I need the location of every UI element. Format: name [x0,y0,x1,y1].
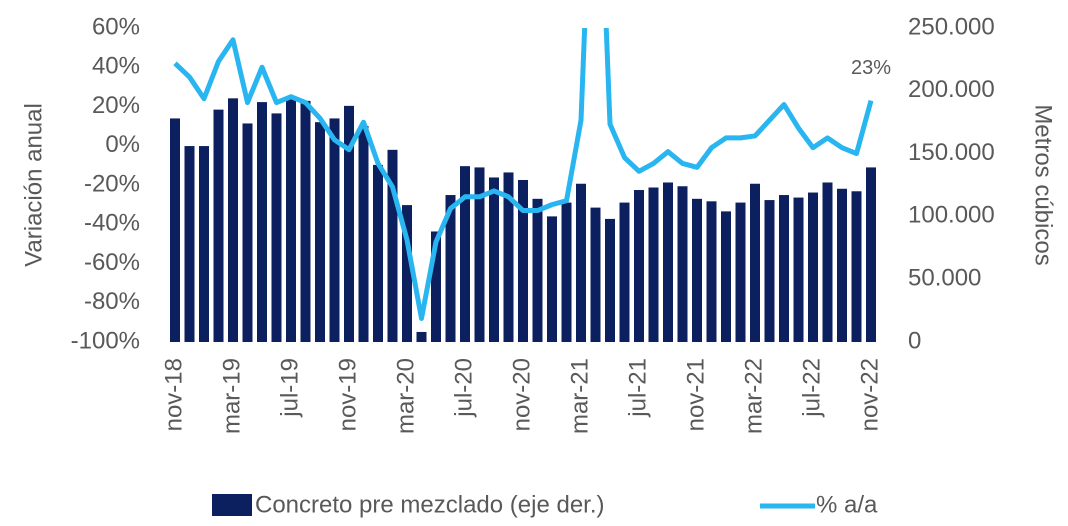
legend-label: Concreto pre mezclado (eje der.) [255,491,605,518]
y-axis-title: Variación anual [20,103,47,267]
bar [648,187,659,342]
bar [257,102,267,342]
x-tick-label: nov-21 [682,358,709,431]
bar [677,186,688,342]
bar [605,218,615,342]
bar [184,146,195,342]
x-tick-label: jul-21 [624,358,651,418]
y-tick-label: 40% [92,53,140,80]
legend-swatch [212,494,252,516]
y-tick-label: -80% [84,288,140,315]
bar [242,123,253,343]
y2-tick-label: 50.000 [908,265,981,292]
x-tick-label: mar-20 [392,358,419,434]
bar [576,183,586,342]
bar [706,201,717,342]
bar [663,182,673,342]
bar [837,188,847,342]
bar [692,198,702,342]
x-tick-label: jul-19 [276,358,303,418]
x-tick-label: jul-20 [450,358,477,418]
x-tick-label: jul-22 [798,358,825,418]
bar [532,198,543,342]
x-tick-label: mar-21 [566,358,593,434]
bar [315,122,325,342]
bar [358,125,369,342]
bar [866,167,876,342]
y2-tick-label: 150.000 [908,139,995,166]
bar [300,100,311,343]
x-tick-label: nov-18 [160,358,187,431]
bar [344,105,354,342]
x-tick-label: nov-19 [334,358,361,431]
bar [199,146,209,342]
bar [518,179,528,342]
bar [271,113,282,343]
line [173,28,874,321]
bar [547,216,557,342]
bar [431,231,441,342]
y-tick-label: -60% [84,249,140,276]
x-tick-label: nov-22 [856,358,883,431]
bar [590,207,601,342]
bar [735,202,746,342]
y2-tick-label: 100.000 [908,202,995,229]
bar [474,167,485,342]
bar [228,98,238,342]
bar [750,183,760,342]
bar [764,200,775,342]
bar [822,182,833,342]
bar [286,98,296,342]
bar [503,172,514,342]
y-tick-label: -100% [71,327,140,354]
bar [793,197,804,342]
bar [619,202,630,342]
bar [213,109,224,342]
bar [634,190,644,342]
y2-axis-title: Metros cúbicos [1030,104,1057,265]
bar [416,331,427,342]
y2-tick-label: 0 [908,327,921,354]
bar [329,118,340,342]
y-tick-label: -20% [84,170,140,197]
bar [445,195,456,342]
bar [489,177,499,342]
bar [721,211,731,342]
legend-label: % a/a [816,491,878,518]
bar [851,191,862,342]
bar [387,149,398,342]
bar [561,202,572,342]
bar [402,205,412,342]
y-tick-label: 60% [92,13,140,40]
bar [808,192,818,342]
y2-tick-label: 200.000 [908,76,995,103]
y-tick-label: -40% [84,210,140,237]
x-tick-label: mar-19 [218,358,245,434]
bar [460,166,470,342]
x-tick-label: mar-22 [740,358,767,434]
bar [170,118,180,342]
bar [779,195,789,342]
y-tick-label: 20% [92,92,140,119]
x-tick-label: nov-20 [508,358,535,431]
bar [373,164,383,342]
y2-tick-label: 250.000 [908,13,995,40]
data-label: 23% [851,57,891,79]
y-tick-label: 0% [105,131,140,158]
